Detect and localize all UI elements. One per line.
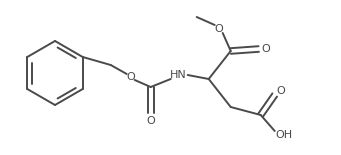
Text: O: O (126, 72, 135, 82)
Text: O: O (146, 116, 155, 126)
Text: O: O (276, 86, 285, 96)
Text: O: O (214, 24, 223, 34)
Text: HN: HN (170, 70, 187, 80)
Text: OH: OH (275, 130, 292, 140)
Text: O: O (261, 44, 270, 54)
